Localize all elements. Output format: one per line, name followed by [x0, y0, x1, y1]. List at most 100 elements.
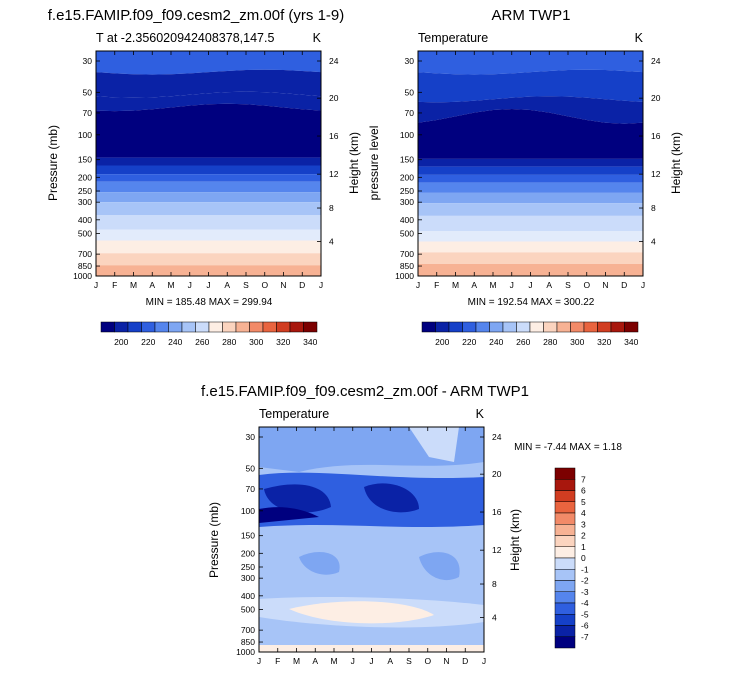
y-right-tick-label: 8 — [492, 579, 497, 589]
y-tick-label: 500 — [78, 229, 92, 239]
panel3-ylabel-right: Height (km) — [508, 509, 522, 571]
contour-band — [418, 203, 643, 216]
x-tick-label: J — [641, 280, 645, 290]
colorbar-swatch — [554, 535, 576, 547]
model-temperature-panel: f.e15.FAMIP.f09_f09.cesm2_zm.00f (yrs 1-… — [46, 7, 361, 347]
x-tick-label: M — [167, 280, 174, 290]
y-right-tick-label: 24 — [329, 56, 339, 66]
contour-band — [418, 241, 643, 253]
panel1-title: f.e15.FAMIP.f09_f09.cesm2_zm.00f (yrs 1-… — [48, 7, 345, 24]
y-right-tick-label: 16 — [329, 131, 339, 141]
colorbar-swatch — [583, 321, 598, 333]
colorbar-label: 220 — [141, 337, 155, 347]
colorbar-label: 240 — [168, 337, 182, 347]
colorbar-swatch — [554, 490, 576, 502]
contour-band — [418, 252, 643, 264]
y-tick-label: 50 — [246, 463, 256, 473]
y-tick-label: 100 — [78, 130, 92, 140]
diff-coldest-region — [259, 507, 319, 523]
colorbar-swatch — [141, 321, 156, 333]
colorbar-swatch — [554, 602, 576, 615]
y-tick-label: 70 — [246, 484, 256, 494]
colorbar-swatch — [554, 524, 576, 536]
contour-band — [96, 240, 321, 254]
y-right-tick-label: 16 — [651, 131, 661, 141]
colorbar-swatch — [475, 321, 490, 333]
colorbar-label: -5 — [581, 609, 589, 619]
colorbar-swatch — [448, 321, 463, 333]
colorbar-label: -1 — [581, 564, 589, 574]
colorbar-label: 240 — [489, 337, 503, 347]
contour-band — [96, 229, 321, 241]
y-tick-label: 500 — [400, 229, 414, 239]
colorbar-swatch — [554, 512, 576, 525]
panel1-minmax: MIN = 185.48 MAX = 299.94 — [146, 297, 273, 308]
colorbar-swatch — [554, 546, 576, 559]
panel3-minmax: MIN = -7.44 MAX = 1.18 — [514, 442, 622, 453]
panel3-contour-fill — [259, 427, 484, 652]
contour-band — [418, 230, 643, 242]
colorbar-swatch — [554, 636, 576, 649]
x-tick-label: M — [452, 280, 459, 290]
colorbar-swatch — [208, 321, 223, 333]
panel2-ylabel: pressure level — [367, 126, 381, 201]
x-tick-label: M — [489, 280, 496, 290]
x-tick-label: J — [206, 280, 210, 290]
panel3-subtitle-left: Temperature — [259, 407, 329, 421]
panel2-contour-fill — [418, 51, 643, 276]
colorbar-label: -2 — [581, 576, 589, 586]
colorbar-swatch — [249, 321, 264, 333]
panel1-colorbar: 200 220 240 260 280 300 320 340 — [100, 321, 318, 347]
colorbar-swatch — [489, 321, 504, 333]
colorbar-label: 280 — [222, 337, 236, 347]
y-tick-label: 850 — [78, 261, 92, 271]
y-right-tick-label: 20 — [651, 93, 661, 103]
colorbar-swatch — [554, 467, 576, 480]
colorbar-swatch — [462, 321, 477, 333]
colorbar-label: -4 — [581, 598, 589, 608]
colorbar-swatch — [435, 321, 450, 333]
contour-band — [96, 157, 321, 166]
contour-band — [96, 69, 321, 98]
colorbar-label: 0 — [581, 553, 586, 563]
x-tick-label: J — [416, 280, 420, 290]
y-tick-label: 30 — [246, 432, 256, 442]
x-tick-label: A — [471, 280, 477, 290]
x-tick-label: A — [224, 280, 230, 290]
colorbar-label: -7 — [581, 632, 589, 642]
colorbar-swatch — [222, 321, 237, 333]
y-tick-label: 50 — [83, 87, 93, 97]
colorbar-swatch — [502, 321, 517, 333]
y-right-tick-label: 12 — [329, 169, 339, 179]
x-tick-label: F — [275, 656, 280, 666]
colorbar-swatch — [556, 321, 571, 333]
colorbar-swatch — [168, 321, 183, 333]
colorbar-label: 300 — [249, 337, 263, 347]
colorbar-swatch — [610, 321, 625, 333]
y-right-tick-label: 4 — [651, 237, 656, 247]
colorbar-label: 2 — [581, 531, 586, 541]
panel2-colorbar: 200 220 240 260 280 300 320 340 — [421, 321, 639, 347]
y-tick-label: 200 — [400, 172, 414, 182]
colorbar-label: 340 — [624, 337, 638, 347]
colorbar-label: 260 — [516, 337, 530, 347]
colorbar-swatch — [235, 321, 250, 333]
x-tick-label: F — [434, 280, 439, 290]
y-tick-label: 70 — [405, 108, 415, 118]
x-tick-label: O — [583, 280, 590, 290]
y-tick-label: 50 — [405, 87, 415, 97]
colorbar-label: 4 — [581, 508, 586, 518]
colorbar-swatch — [181, 321, 196, 333]
colorbar-swatch — [516, 321, 531, 333]
x-tick-label: D — [621, 280, 627, 290]
y-tick-label: 150 — [241, 531, 255, 541]
x-tick-label: J — [510, 280, 514, 290]
x-tick-label: A — [546, 280, 552, 290]
panel1-subtitle-right: K — [313, 31, 322, 45]
colorbar-swatch — [100, 321, 115, 333]
colorbar-label: 320 — [276, 337, 290, 347]
panel1-contour-fill — [96, 51, 321, 276]
y-tick-label: 400 — [78, 215, 92, 225]
colorbar-swatch — [543, 321, 558, 333]
colorbar-swatch — [554, 479, 576, 491]
